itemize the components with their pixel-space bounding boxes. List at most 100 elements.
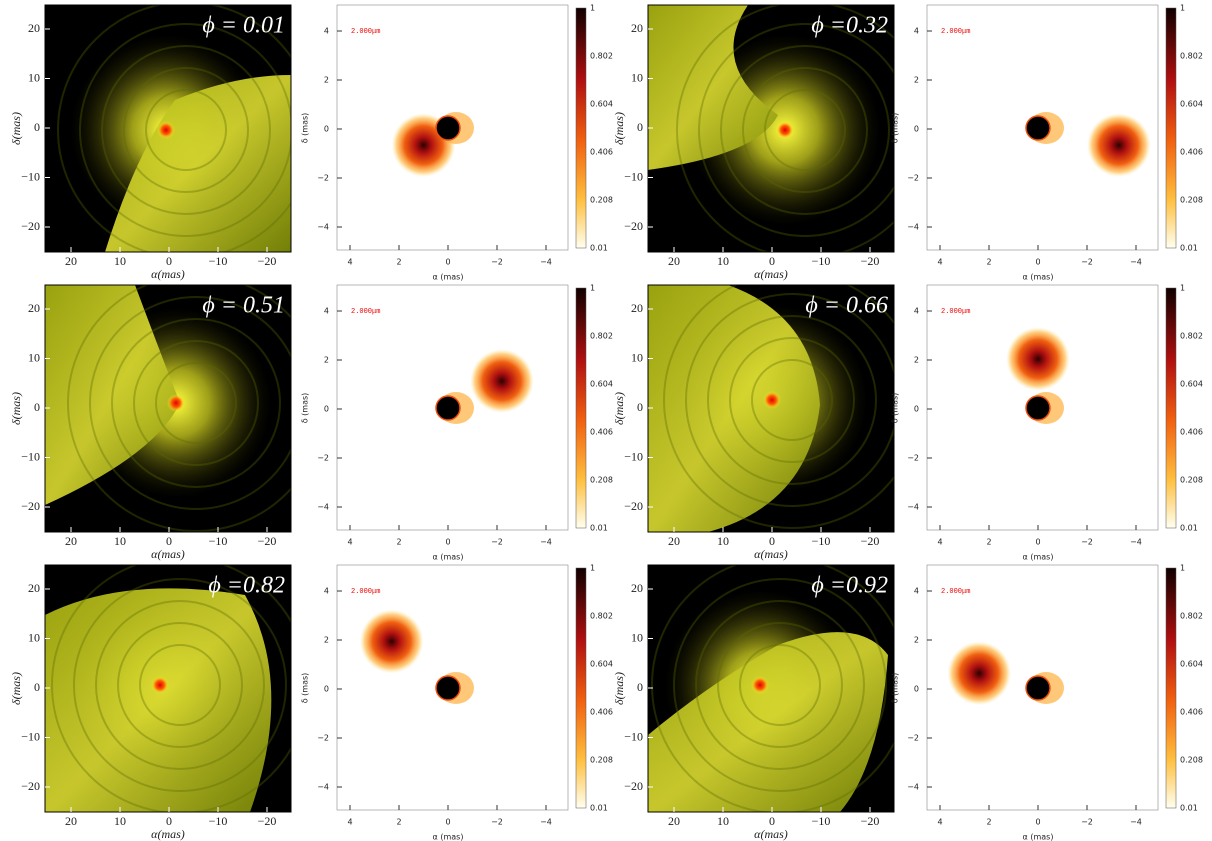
y-tick-label: 20 [631,301,643,315]
ripple [133,340,259,466]
ripple [155,362,237,444]
x-tick-label: 20 [668,814,680,828]
ripple [717,622,843,748]
x-tick-label: 0 [445,258,450,267]
star [776,121,794,139]
ripple [111,318,281,488]
star [763,391,781,409]
occulted-star [1025,395,1051,421]
y-tick-label: −2 [317,174,329,183]
ripple [67,285,291,532]
y-tick-label: −10 [21,449,40,463]
x-tick-label: −4 [1130,538,1142,547]
y-tick-label: 20 [631,21,643,35]
occulted-star [435,115,461,141]
y-axis-label: δ(mas) [9,392,23,425]
simulation-image [45,285,291,532]
y-tick-label: 10 [28,350,40,364]
y-tick-label: 0 [324,125,329,134]
x-tick-label: 20 [668,254,680,268]
ripple [51,565,291,812]
y-tick-label: −10 [21,729,40,743]
y-tick-label: 4 [914,27,919,36]
y-tick-label: 2 [324,76,329,85]
x-tick-label: −20 [861,814,880,828]
x-tick-label: 10 [114,254,126,268]
x-tick-label: 20 [668,534,680,548]
model-panel: 2.000μm 4 2 0 −2 −4 4 2 0 −2 −4 α (mas) δ (mas) 1 0.80… [301,4,613,282]
y-axis-label: δ (mas) [891,393,900,424]
colorbar-tick-label: 0.208 [590,476,613,485]
colorbar-tick-label: 0.802 [590,332,613,341]
y-axis-label: δ (mas) [301,673,310,704]
colorbar-tick-label: 0.208 [590,756,613,765]
x-tick-label: 0 [1035,258,1040,267]
x-axis-label: α(mas) [151,267,185,281]
phase-label: ϕ = 0.51 [202,293,285,319]
y-tick-label: −20 [21,219,40,233]
emission-blob [1087,113,1151,177]
y-tick-label: 0 [637,120,643,134]
emission-blob [470,349,534,413]
x-tick-label: 0 [769,534,775,548]
y-tick-label: 10 [631,350,643,364]
y-tick-label: −4 [907,503,919,512]
model-panel: 2.000μm 4 2 0 −2 −4 4 2 0 −2 −4 α (mas) δ (mas) 1 0.80… [891,284,1203,562]
ripple [95,600,265,770]
phase-label: ϕ = 0.01 [202,13,285,39]
ripple [123,67,249,193]
simulation-image [45,5,291,252]
ripple [139,644,221,726]
x-tick-label: −4 [1130,818,1142,827]
x-tick-label: 0 [1035,818,1040,827]
y-tick-label: −10 [21,169,40,183]
y-tick-label: 10 [28,70,40,84]
x-tick-label: 2 [986,538,991,547]
occulted-star [1025,675,1051,701]
x-tick-label: −2 [491,538,503,547]
star [157,121,175,139]
colorbar [575,567,587,809]
x-tick-label: 4 [347,818,352,827]
ripple [651,565,894,812]
ripple [698,23,894,237]
y-tick-label: −20 [21,499,40,513]
x-tick-label: 4 [937,818,942,827]
x-tick-label: 0 [166,254,172,268]
x-tick-label: −4 [540,818,552,827]
colorbar-tick-label: 0.802 [590,612,613,621]
x-tick-label: 4 [347,258,352,267]
x-tick-label: −2 [1081,538,1093,547]
y-tick-label: 0 [34,680,40,694]
ripple [751,359,833,441]
colorbar-tick-label: 0.604 [590,660,613,669]
y-tick-label: 20 [28,21,40,35]
x-tick-label: −20 [861,534,880,548]
y-tick-label: −2 [907,174,919,183]
star [751,676,769,694]
colorbar-tick-label: 1 [590,4,595,13]
colorbar-tick-label: 0.406 [590,708,613,717]
x-tick-label: −2 [491,258,503,267]
wavelength-label: 2.000μm [351,588,380,596]
x-tick-label: 10 [114,814,126,828]
occulted-star [1025,115,1051,141]
ripple [89,296,291,510]
ripple [73,578,287,792]
wavelength-label: 2.000μm [941,588,970,596]
y-axis-label: δ(mas) [9,672,23,705]
x-axis-label: α (mas) [433,273,464,282]
x-tick-label: −10 [209,814,228,828]
y-tick-label: −20 [624,779,643,793]
colorbar-tick-label: 1 [590,284,595,293]
frame [926,4,1159,251]
x-tick-label: −10 [812,254,831,268]
y-tick-label: −10 [624,169,643,183]
y-tick-label: 20 [631,581,643,595]
colorbar-tick-label: 0.604 [590,380,613,389]
ripple [663,285,894,529]
phase-label: ϕ =0.82 [208,573,285,599]
colorbar-tick-label: 0.604 [1180,380,1203,389]
model-panel: 2.000μm 4 2 0 −2 −4 4 2 0 −2 −4 α (mas) δ (mas) 1 0.80… [891,4,1203,282]
x-axis-label: α (mas) [1023,553,1054,562]
